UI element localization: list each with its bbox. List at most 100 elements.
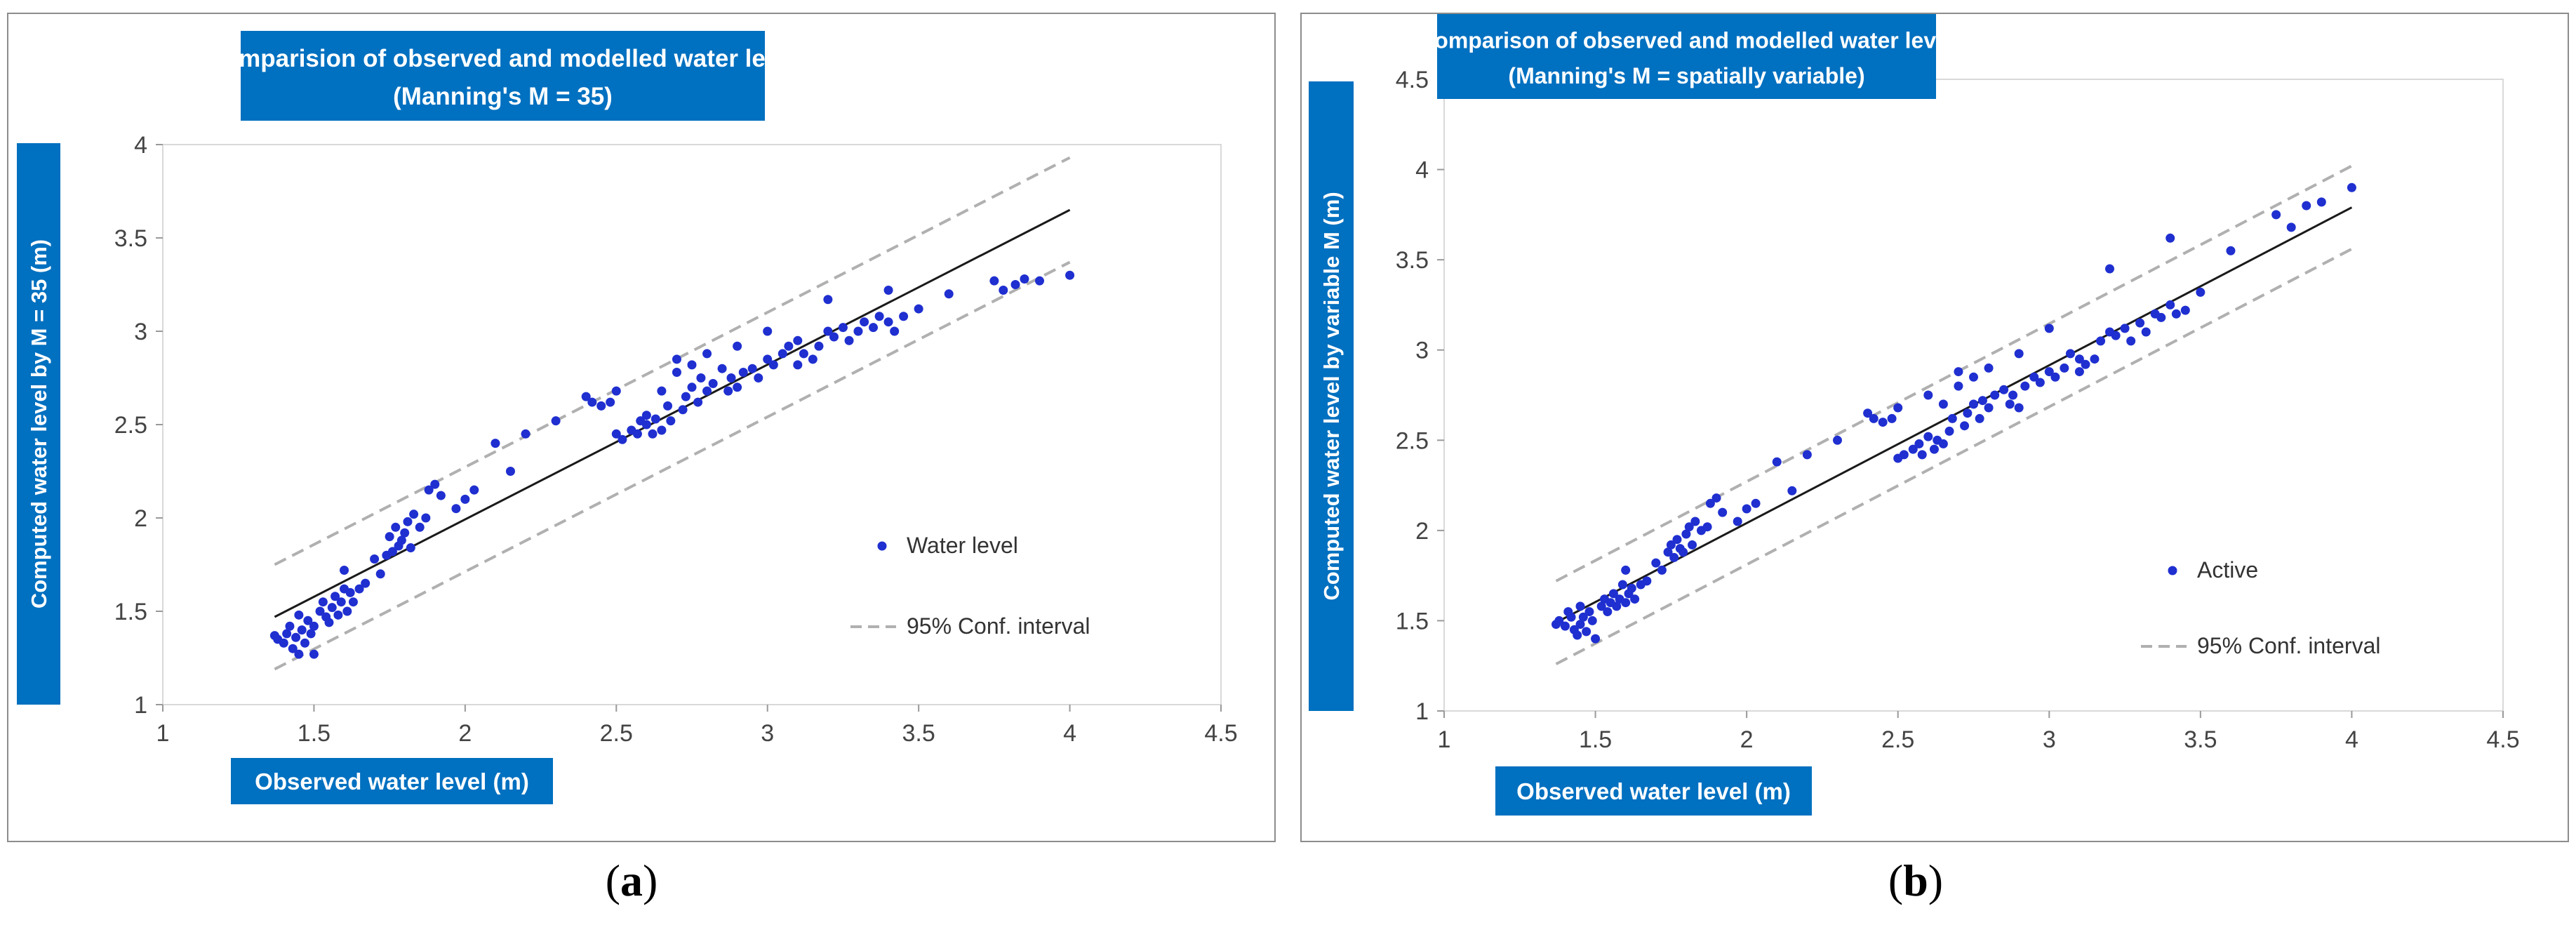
chart-a-point [717,364,727,373]
chart-a-point [768,360,778,370]
chart-b-point [2156,312,2166,322]
chart-b-point [2065,349,2075,359]
chart-b-y-tick-label: 1 [1415,698,1429,725]
chart-b-point [1990,390,2000,400]
chart-b-ylabel-box [1309,81,1354,711]
chart-a-point [294,649,304,659]
chart-a-point [551,416,561,426]
chart-a-point [672,354,681,364]
chart-a-point [309,621,319,631]
chart-b-point [1630,594,1640,604]
chart-a-title-box [241,31,765,121]
caption-b: (b) [1888,856,1944,905]
chart-b-point [2180,305,2190,315]
chart-b-point [2271,210,2281,220]
chart-a-point [436,491,446,500]
chart-b-legend-conf-label: 95% Conf. interval [2197,633,2380,658]
chart-b-y-tick-label: 3.5 [1396,247,1429,274]
chart-a-point [348,597,358,607]
chart-b-y-tick-label: 3 [1415,338,1429,364]
chart-b-y-tick-label: 1.5 [1396,608,1429,634]
chart-b-point [1684,522,1694,532]
chart-b-point [2008,390,2018,400]
chart-b-point [1954,381,1963,391]
chart-a-point [327,603,337,613]
chart-a-point [606,397,615,407]
chart-b-point [2171,309,2181,319]
chart-a-x-tick-label: 3.5 [902,720,935,747]
chart-b-point [2135,318,2145,328]
chart-a-point [297,625,307,635]
chart-b-point [1975,413,1984,423]
chart-b-conf-upper-line [1555,164,2353,583]
chart-b-point [1742,504,1751,514]
chart-b-point [2090,354,2100,364]
chart-a-xlabel: Observed water level (m) [255,768,529,794]
chart-a-legend-marker [877,541,887,551]
chart-b-point [1787,486,1797,495]
chart-a-point [823,295,833,305]
chart-b-point [1923,390,1933,400]
chart-b-point [2044,367,2054,377]
chart-b-point [1802,450,1812,460]
chart-b-point [1984,403,1994,413]
chart-a-point [989,276,999,286]
chart-a-point [763,354,773,364]
chart-b-y-tick-label: 4 [1415,157,1429,184]
chart-b-point [1651,558,1661,568]
chart-b-plot-area [1443,79,2504,712]
chart-b-point [2074,367,2084,377]
chart-a-x-tick-label: 1 [156,720,170,747]
chart-b-point [2165,233,2175,243]
chart-b-point [1560,621,1570,631]
chart-b-point [2044,324,2054,333]
chart-b-point [1603,607,1613,617]
chart-b-point [2302,201,2311,211]
chart-a-conf-lower-line [274,260,1071,671]
chart-a-point [361,578,371,588]
chart-a-point [829,332,839,342]
chart-a-point [430,479,440,489]
chart-b-point [2226,246,2236,255]
chart-b-title-box [1437,14,1936,99]
chart-a-y-tick-label: 3.5 [114,225,147,252]
chart-b-point [2196,287,2205,297]
chart-b-point [1969,372,1978,382]
chart-b-point [1672,535,1682,545]
chart-a-point [687,382,697,392]
chart-a-point [291,632,301,642]
chart-a-point [844,335,854,345]
chart-b-point [1960,421,1970,431]
chart-b-x-tick-label: 2 [1740,726,1754,753]
chart-b-point [1969,399,1978,409]
caption-a-label: a [620,856,643,905]
chart-b-xlabel-box [1495,766,1812,816]
chart-a-point [469,485,479,495]
chart-a-point [505,467,515,476]
chart-a-point [733,341,742,351]
chart-a-point [587,397,597,407]
chart-a-title-line: Comparision of observed and modelled wat… [206,45,799,72]
chart-b-point [1908,444,1918,454]
chart-a-point [733,382,742,392]
chart-b-x-tick-label: 1 [1438,726,1451,753]
chart-b-x-tick-label: 2.5 [1881,726,1914,753]
chart-a-point [696,373,706,382]
chart-a-point [914,304,923,314]
chart-a-point [400,528,410,538]
chart-b-point [1584,607,1594,617]
chart-b-point [2316,197,2326,207]
chart-b-point [1657,565,1667,575]
chart-a-point [853,326,863,336]
chart-a-x-tick-label: 3 [761,720,774,747]
chart-a-point [778,349,787,359]
chart-b-point [1977,396,1987,406]
chart-b-point [2141,327,2151,337]
chart-b-point [2035,378,2045,387]
chart-b-point [1681,529,1691,539]
chart-a-point [490,439,500,448]
chart-b-point [2074,354,2084,364]
chart-b-point [1669,552,1679,562]
chart-b-point [1578,612,1588,622]
chart-b-point [1554,615,1564,625]
